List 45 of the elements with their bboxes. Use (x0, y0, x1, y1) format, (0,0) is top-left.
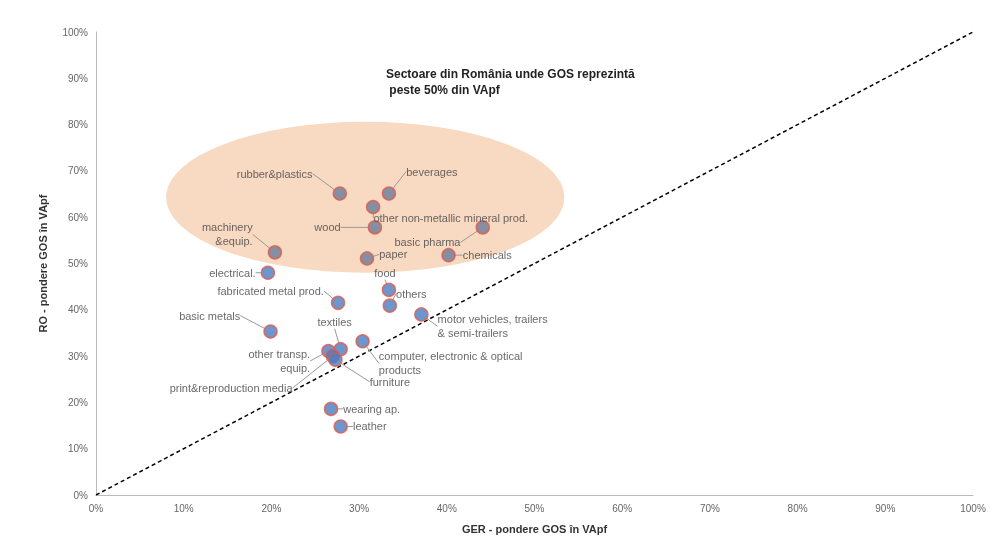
annotation: Sectoare din România unde GOS reprezintă peste 50% din VApf (386, 67, 636, 97)
annotation: fabricated metal prod. (217, 284, 324, 297)
y-tick-label: 70% (67, 165, 89, 177)
x-tick-label: 80% (787, 502, 808, 514)
y-tick-label: 20% (67, 396, 89, 408)
x-tick-label: 30% (349, 502, 370, 514)
y-axis-title: RO - pondere GOS în VApf (36, 194, 49, 333)
y-tick-label: 40% (67, 304, 89, 316)
annotation: machinery &equip. (201, 221, 254, 248)
x-tick-label: 70% (699, 502, 721, 514)
annotation: others (396, 287, 428, 300)
annotation: beverages (406, 165, 459, 178)
x-tick-label: 10% (173, 502, 194, 514)
annotation: paper (379, 248, 408, 261)
x-tick-label: 40% (436, 502, 457, 514)
y-tick-label: 10% (67, 443, 89, 455)
x-tick-label: 50% (524, 502, 545, 514)
x-tick-label: 90% (875, 502, 896, 514)
x-tick-label: 100% (960, 502, 986, 514)
annotation: print&reproduction media (169, 382, 294, 395)
annotation: basic pharma (394, 236, 462, 249)
y-tick-label: 0% (73, 489, 89, 501)
y-tick-label: 50% (67, 258, 89, 269)
x-axis-title: GER - pondere GOS în VApf (461, 522, 608, 535)
x-tick-label: 20% (261, 502, 282, 514)
y-tick-label: 80% (67, 119, 89, 131)
x-tick-label: 0% (88, 502, 104, 514)
annotation: other transp. equip. (248, 348, 311, 375)
y-tick-label: 90% (67, 72, 89, 84)
annotation: wood (313, 221, 341, 234)
annotation: wearing ap. (342, 402, 401, 415)
annotation: leather (352, 420, 387, 433)
annotation: basic metals (179, 309, 241, 322)
annotation: other non-metallic mineral prod. (373, 212, 529, 225)
y-tick-label: 60% (67, 211, 89, 223)
annotation: motor vehicles, trailers & semi-trailers (437, 313, 549, 340)
y-tick-label: 30% (67, 350, 89, 362)
annotation: textiles (317, 315, 353, 328)
annotation: food (374, 266, 396, 279)
annotation: furniture (369, 375, 411, 388)
x-tick-label: 60% (612, 502, 633, 514)
annotation: chemicals (462, 249, 513, 262)
annotation: rubber&plastics (236, 167, 314, 180)
y-tick-label: 100% (62, 26, 89, 38)
annotation: electrical. (209, 266, 256, 279)
